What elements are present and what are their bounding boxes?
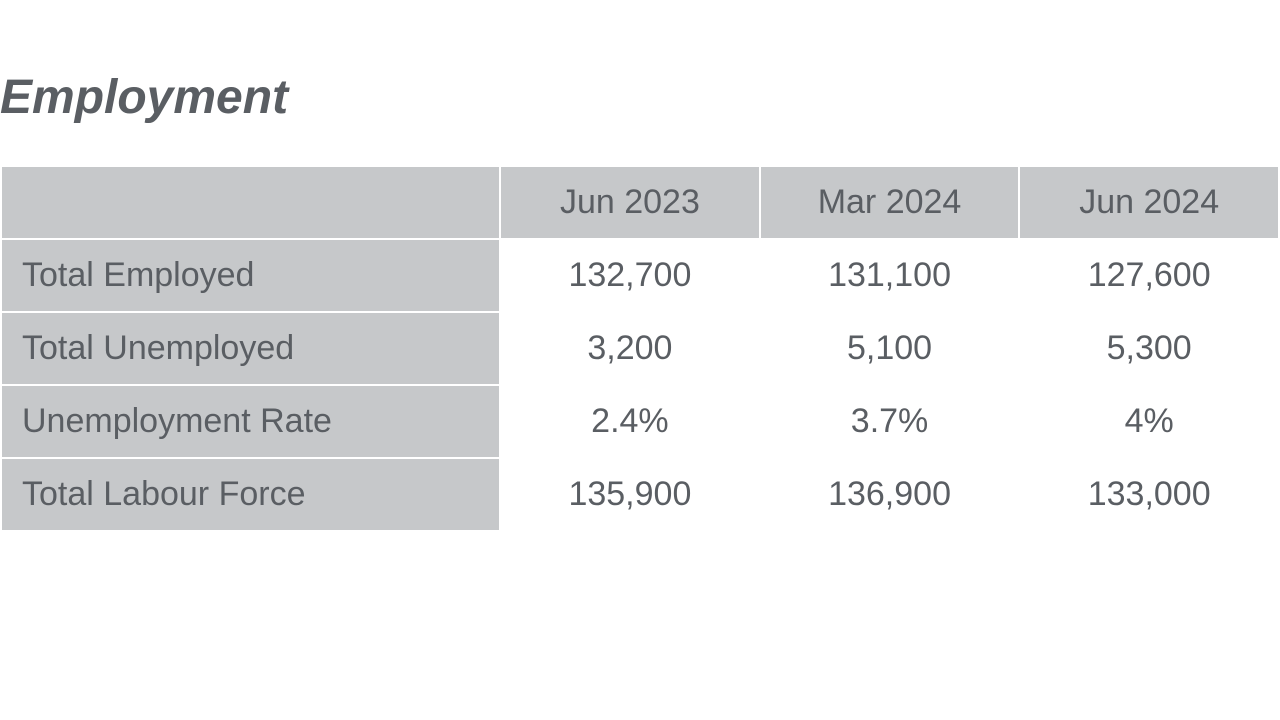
data-cell: 132,700 bbox=[500, 239, 760, 312]
header-period-3: Jun 2024 bbox=[1019, 166, 1279, 239]
employment-section: Employment Jun 2023 Mar 2024 Jun 2024 To… bbox=[0, 0, 1280, 532]
data-cell: 5,300 bbox=[1019, 312, 1279, 385]
row-label: Total Employed bbox=[1, 239, 500, 312]
section-title: Employment bbox=[0, 70, 1280, 125]
header-blank bbox=[1, 166, 500, 239]
header-period-1: Jun 2023 bbox=[500, 166, 760, 239]
data-cell: 4% bbox=[1019, 385, 1279, 458]
table-row: Total Labour Force 135,900 136,900 133,0… bbox=[1, 458, 1279, 531]
data-cell: 135,900 bbox=[500, 458, 760, 531]
header-period-2: Mar 2024 bbox=[760, 166, 1020, 239]
table-row: Total Unemployed 3,200 5,100 5,300 bbox=[1, 312, 1279, 385]
data-cell: 133,000 bbox=[1019, 458, 1279, 531]
data-cell: 3.7% bbox=[760, 385, 1020, 458]
row-label: Total Unemployed bbox=[1, 312, 500, 385]
data-cell: 127,600 bbox=[1019, 239, 1279, 312]
data-cell: 2.4% bbox=[500, 385, 760, 458]
data-cell: 5,100 bbox=[760, 312, 1020, 385]
table-row: Unemployment Rate 2.4% 3.7% 4% bbox=[1, 385, 1279, 458]
data-cell: 3,200 bbox=[500, 312, 760, 385]
table-row: Total Employed 132,700 131,100 127,600 bbox=[1, 239, 1279, 312]
row-label: Total Labour Force bbox=[1, 458, 500, 531]
employment-table: Jun 2023 Mar 2024 Jun 2024 Total Employe… bbox=[0, 165, 1280, 532]
data-cell: 136,900 bbox=[760, 458, 1020, 531]
row-label: Unemployment Rate bbox=[1, 385, 500, 458]
table-header-row: Jun 2023 Mar 2024 Jun 2024 bbox=[1, 166, 1279, 239]
data-cell: 131,100 bbox=[760, 239, 1020, 312]
